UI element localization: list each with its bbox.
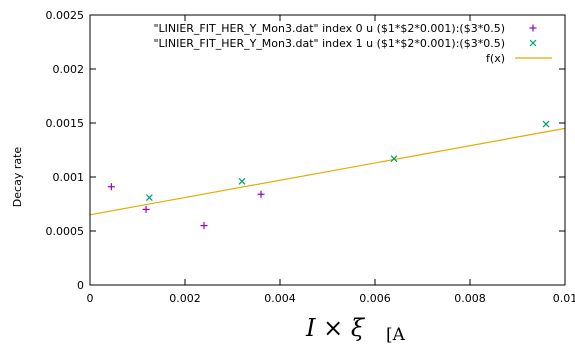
legend-label-0: "LINIER_FIT_HER_Y_Mon3.dat" index 0 u ($… [153,22,505,35]
legend-marker-1 [529,39,537,47]
legend-label-1: "LINIER_FIT_HER_Y_Mon3.dat" index 1 u ($… [153,37,505,50]
y-axis-ticks: 0 0.0005 0.001 0.0015 0.002 0.0025 [46,9,565,292]
y-tick-label: 0.0025 [46,9,85,22]
fit-line [89,127,566,216]
data-point-series-0 [107,183,115,191]
y-tick-label: 0.002 [53,63,85,76]
data-point-series-0 [142,205,150,213]
legend: "LINIER_FIT_HER_Y_Mon3.dat" index 0 u ($… [153,22,552,65]
y-tick-label: 0 [77,279,84,292]
data-point-series-0 [200,222,208,230]
x-axis-ticks: 0 0.002 0.004 0.006 0.008 0.01 [87,15,575,305]
data-point-series-1 [145,194,153,201]
y-axis-label: Decay rate [11,147,24,208]
y-tick-label: 0.001 [53,171,85,184]
legend-marker-0 [529,24,537,32]
points-layer [107,120,550,230]
x-axis-label-unit: [A [386,325,406,344]
fit-layer [89,127,566,216]
data-point-series-1 [238,177,246,185]
x-tick-label: 0.006 [359,292,391,305]
x-tick-label: 0.008 [454,292,486,305]
x-tick-label: 0.01 [553,292,575,305]
x-tick-label: 0 [87,292,94,305]
x-tick-label: 0.004 [264,292,296,305]
plot-frame [89,14,566,286]
data-point-series-1 [542,120,550,128]
x-tick-label: 0.002 [169,292,201,305]
y-tick-label: 0.0005 [46,225,85,238]
data-point-series-1 [390,155,398,163]
data-point-series-0 [257,190,265,198]
y-tick-label: 0.0015 [46,117,85,130]
x-axis-label-symbol: I × ξ [305,314,366,342]
legend-label-2: f(x) [486,52,505,65]
